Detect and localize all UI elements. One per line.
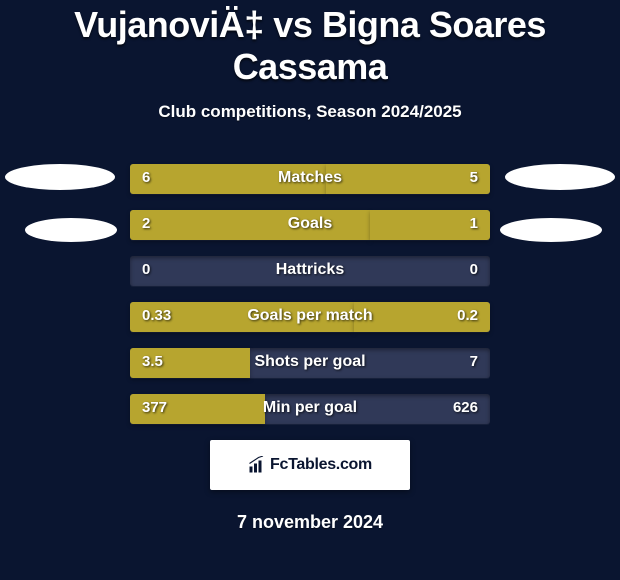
date-label: 7 november 2024 [0,512,620,533]
stat-value-right: 7 [470,353,478,370]
stat-value-right: 5 [470,169,478,186]
stat-label: Goals [130,215,490,233]
stat-value-left: 0.33 [142,307,171,324]
subtitle: Club competitions, Season 2024/2025 [0,102,620,122]
player-ellipse [5,164,115,190]
stat-value-left: 377 [142,399,167,416]
stat-label: Goals per match [130,307,490,325]
stat-label: Shots per goal [130,353,490,371]
stat-row: Shots per goal3.5 7 [130,348,490,378]
brand-box: FcTables.com [210,440,410,490]
stat-value-left: 3.5 [142,353,163,370]
stat-value-left: 6 [142,169,150,186]
stat-value-right: 1 [470,215,478,232]
stat-value-right: 0 [470,261,478,278]
stat-value-left: 2 [142,215,150,232]
stat-label: Min per goal [130,399,490,417]
stat-row: Min per goal377 626 [130,394,490,424]
stat-row: Goals per match0.33 0.2 [130,302,490,332]
stat-label: Matches [130,169,490,187]
page-title: VujanoviÄ‡ vs Bigna Soares Cassama [0,0,620,88]
comparison-chart: Matches6 5 Goals2 1 Hattricks0 0 Goals per mat… [0,164,620,424]
stat-value-right: 626 [453,399,478,416]
brand-label: FcTables.com [270,456,372,474]
stat-label: Hattricks [130,261,490,279]
player-ellipse [25,218,117,242]
stat-row: Goals2 1 [130,210,490,240]
stat-row: Matches6 5 [130,164,490,194]
player-ellipse [505,164,615,190]
stat-row: Hattricks0 0 [130,256,490,286]
brand-chart-icon [248,456,266,474]
stat-value-left: 0 [142,261,150,278]
player-ellipse [500,218,602,242]
stat-value-right: 0.2 [457,307,478,324]
